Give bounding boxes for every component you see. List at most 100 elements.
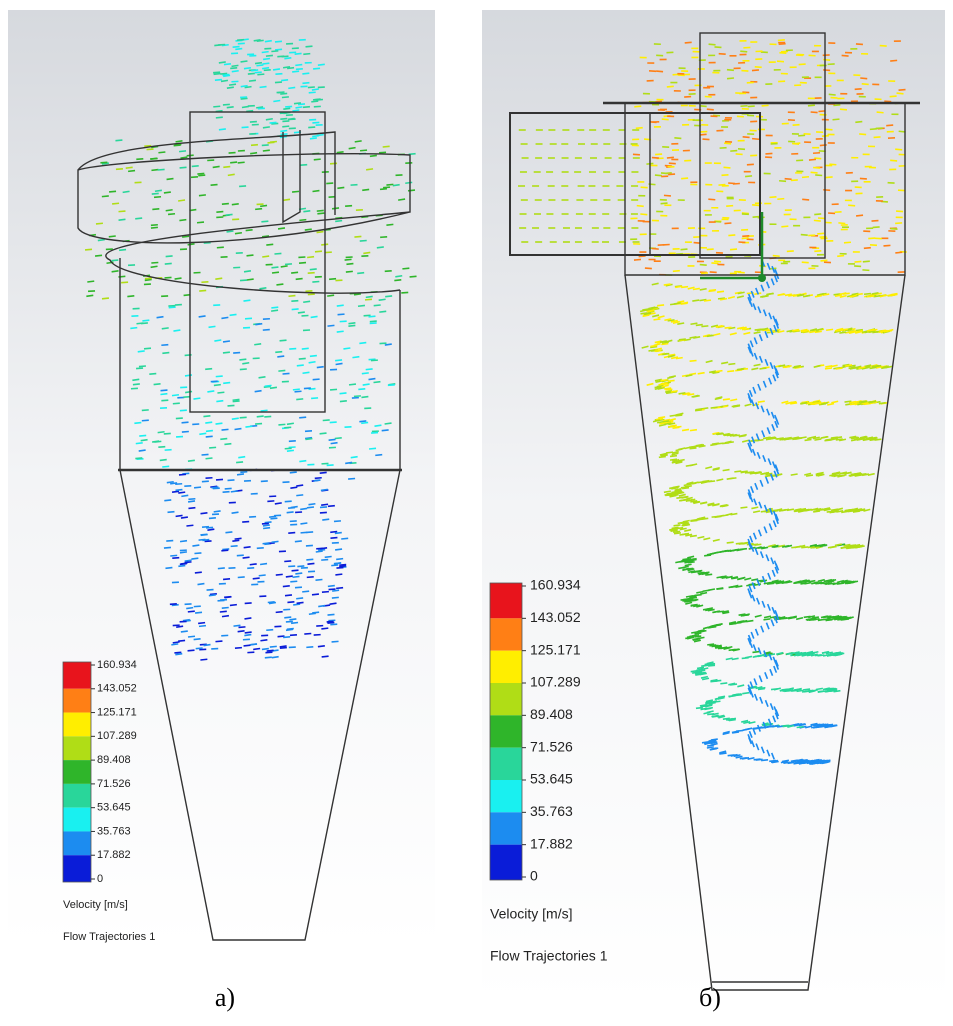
trajectory-segment <box>281 266 288 267</box>
trajectory-segment <box>812 617 819 618</box>
trajectory-segment <box>169 307 176 308</box>
trajectory-segment <box>275 41 282 42</box>
trajectory-segment <box>655 350 662 351</box>
trajectory-segment <box>788 295 795 296</box>
trajectory-segment <box>263 58 270 59</box>
trajectory-segment <box>840 473 847 474</box>
trajectory-segment <box>257 548 264 549</box>
trajectory-segment <box>298 312 305 313</box>
trajectory-segment <box>752 652 759 653</box>
trajectory-segment <box>402 268 409 269</box>
trajectory-segment <box>297 602 304 603</box>
trajectory-segment <box>800 583 807 584</box>
trajectory-segment <box>165 568 172 569</box>
trajectory-segment <box>716 371 723 372</box>
trajectory-segment <box>294 103 301 104</box>
trajectory-segment <box>762 105 769 106</box>
trajectory-segment <box>182 422 189 423</box>
trajectory-segment <box>100 162 107 163</box>
trajectory-segment <box>804 616 811 617</box>
trajectory-segment <box>681 487 688 488</box>
trajectory-segment <box>111 260 118 261</box>
trajectory-segment <box>369 448 376 449</box>
trajectory-segment <box>285 264 292 265</box>
trajectory-segment <box>805 439 812 440</box>
trajectory-segment <box>755 656 762 657</box>
trajectory-segment <box>802 262 809 263</box>
trajectory-segment <box>299 220 306 221</box>
trajectory-segment <box>855 122 862 123</box>
trajectory-segment <box>709 627 716 628</box>
legend-band <box>63 784 91 808</box>
trajectory-segment <box>141 440 148 441</box>
trajectory-segment <box>311 398 318 399</box>
trajectory-segment <box>135 458 142 459</box>
legend-tick-label: 107.289 <box>97 730 137 742</box>
trajectory-segment <box>216 376 223 377</box>
trajectory-segment <box>302 83 309 84</box>
trajectory-segment <box>233 47 240 48</box>
trajectory-segment <box>839 332 846 333</box>
trajectory-segment <box>183 620 190 621</box>
trajectory-segment <box>102 298 109 299</box>
trajectory-segment <box>123 191 130 192</box>
trajectory-segment <box>128 171 135 172</box>
trajectory-segment <box>665 389 672 390</box>
trajectory-segment <box>292 71 299 72</box>
trajectory-segment <box>262 63 269 64</box>
trajectory-segment <box>262 145 269 146</box>
trajectory-segment <box>302 73 309 74</box>
trajectory-segment <box>307 563 314 564</box>
trajectory-segment <box>712 443 719 444</box>
trajectory-segment <box>740 758 747 759</box>
trajectory-segment <box>708 290 715 291</box>
trajectory-segment <box>292 570 299 571</box>
trajectory-segment <box>295 65 302 66</box>
trajectory-segment <box>262 52 269 53</box>
trajectory-segment <box>267 650 274 651</box>
trajectory-segment <box>222 608 229 609</box>
trajectory-segment <box>224 64 231 65</box>
trajectory-segment <box>825 620 832 621</box>
legend-band <box>490 715 522 747</box>
trajectory-segment <box>662 119 669 120</box>
trajectory-segment <box>854 266 861 267</box>
trajectory-segment <box>369 316 376 317</box>
trajectory-segment <box>265 522 272 523</box>
trajectory-segment <box>874 366 881 367</box>
trajectory-segment <box>668 380 675 381</box>
trajectory-segment <box>716 588 723 589</box>
legend-tick-label: 89.408 <box>97 754 131 766</box>
legend-band <box>490 812 522 844</box>
trajectory-segment <box>271 51 278 52</box>
legend-tick-label: 89.408 <box>530 706 573 722</box>
trajectory-segment <box>681 178 688 179</box>
trajectory-segment <box>354 294 361 295</box>
trajectory-segment <box>250 644 257 645</box>
trajectory-segment <box>823 190 830 191</box>
trajectory-segment <box>119 211 126 212</box>
trajectory-segment <box>244 635 251 636</box>
trajectory-segment <box>130 328 137 329</box>
trajectory-segment <box>241 86 248 87</box>
trajectory-segment <box>829 164 836 165</box>
legend-tick-label: 160.934 <box>530 577 581 593</box>
legend-tick-label: 35.763 <box>97 825 131 837</box>
trajectory-segment <box>675 415 682 416</box>
trajectory-segment <box>759 368 766 369</box>
trajectory-segment <box>701 408 708 409</box>
trajectory-segment <box>758 401 765 402</box>
trajectory-segment <box>296 485 303 486</box>
trajectory-segment <box>303 54 310 55</box>
trajectory-segment <box>328 614 335 615</box>
trajectory-segment <box>848 205 855 206</box>
trajectory-segment <box>680 534 687 535</box>
trajectory-segment <box>322 656 329 657</box>
trajectory-segment <box>245 603 252 604</box>
legend-name: Flow Trajectories 1 <box>490 948 608 964</box>
trajectory-segment <box>198 623 205 624</box>
trajectory-segment <box>172 395 179 396</box>
trajectory-segment <box>230 314 237 315</box>
trajectory-segment <box>814 158 821 159</box>
trajectory-segment <box>891 229 898 230</box>
